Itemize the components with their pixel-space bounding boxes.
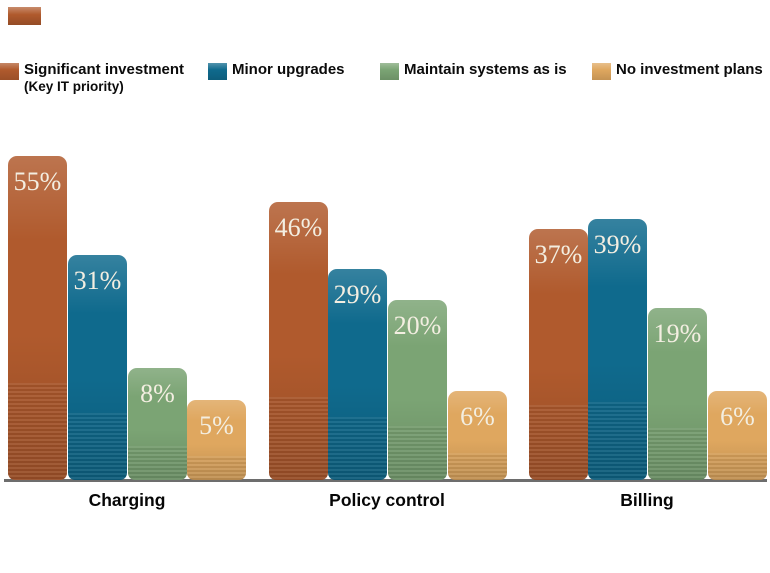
bar-charging-no-investment: 5% — [187, 400, 246, 480]
bar-policy-control-no-investment: 6% — [448, 391, 507, 480]
bar-texture — [269, 396, 328, 480]
bar-charging-significant-investment: 55% — [8, 156, 67, 480]
bar-charging-minor-upgrades: 31% — [68, 255, 127, 480]
bar-value-label: 39% — [593, 230, 642, 259]
bar-texture — [529, 404, 588, 480]
bar-value-label: 6% — [460, 402, 495, 431]
legend-swatch-icon — [0, 63, 19, 80]
legend-swatch-icon — [592, 63, 611, 80]
bar-policy-control-minor-upgrades: 29% — [328, 269, 387, 480]
bar-texture — [68, 412, 127, 480]
legend-sublabel: (Key IT priority) — [24, 79, 124, 94]
bar-texture — [388, 426, 447, 480]
bar-value-label: 6% — [720, 402, 755, 431]
bar-charging-maintain-systems: 8% — [128, 368, 187, 480]
category-label-policy-control: Policy control — [329, 490, 445, 510]
bar-policy-control-significant-investment: 46% — [269, 202, 328, 480]
bar-value-label: 19% — [653, 319, 702, 348]
legend-item-no-investment-plans: No investment plans — [592, 61, 763, 80]
category-label-billing: Billing — [620, 490, 674, 510]
legend-swatch-icon — [208, 63, 227, 80]
bar-billing-significant-investment: 37% — [529, 229, 588, 480]
bar-value-label: 31% — [73, 266, 122, 295]
bar-texture — [328, 416, 387, 480]
bar-value-label: 55% — [13, 167, 62, 196]
bar-texture — [588, 401, 647, 480]
bar-texture — [128, 446, 187, 480]
legend-item-minor-upgrades: Minor upgrades — [208, 61, 345, 80]
bar-texture — [8, 382, 67, 480]
corner-accent-rect — [8, 7, 41, 25]
legend-item-maintain-systems-as-is: Maintain systems as is — [380, 61, 567, 80]
legend-label: No investment plans — [616, 61, 763, 78]
legend-label: Minor upgrades — [232, 61, 345, 78]
bar-value-label: 5% — [199, 411, 234, 440]
bar-billing-minor-upgrades: 39% — [588, 219, 647, 480]
bar-policy-control-maintain-systems: 20% — [388, 300, 447, 480]
bar-value-label: 46% — [274, 213, 323, 242]
bar-billing-no-investment: 6% — [708, 391, 767, 480]
legend-label: Maintain systems as is — [404, 61, 567, 78]
bar-texture — [448, 453, 507, 480]
category-label-charging: Charging — [88, 490, 166, 510]
bar-value-label: 29% — [333, 280, 382, 309]
bar-value-label: 37% — [534, 240, 583, 269]
bar-texture — [648, 428, 707, 480]
bar-texture — [187, 456, 246, 480]
legend-label: Significant investment — [24, 61, 185, 78]
legend-item-significant-investment: Significant investment (Key IT priority) — [0, 61, 184, 95]
bar-value-label: 8% — [140, 379, 175, 408]
x-axis-line — [4, 479, 767, 482]
bar-billing-maintain-systems: 19% — [648, 308, 707, 480]
legend-swatch-icon — [380, 63, 399, 80]
chart-legend: Significant investment (Key IT priority) M… — [0, 0, 770, 100]
bar-value-label: 20% — [393, 311, 442, 340]
bar-texture — [708, 453, 767, 480]
